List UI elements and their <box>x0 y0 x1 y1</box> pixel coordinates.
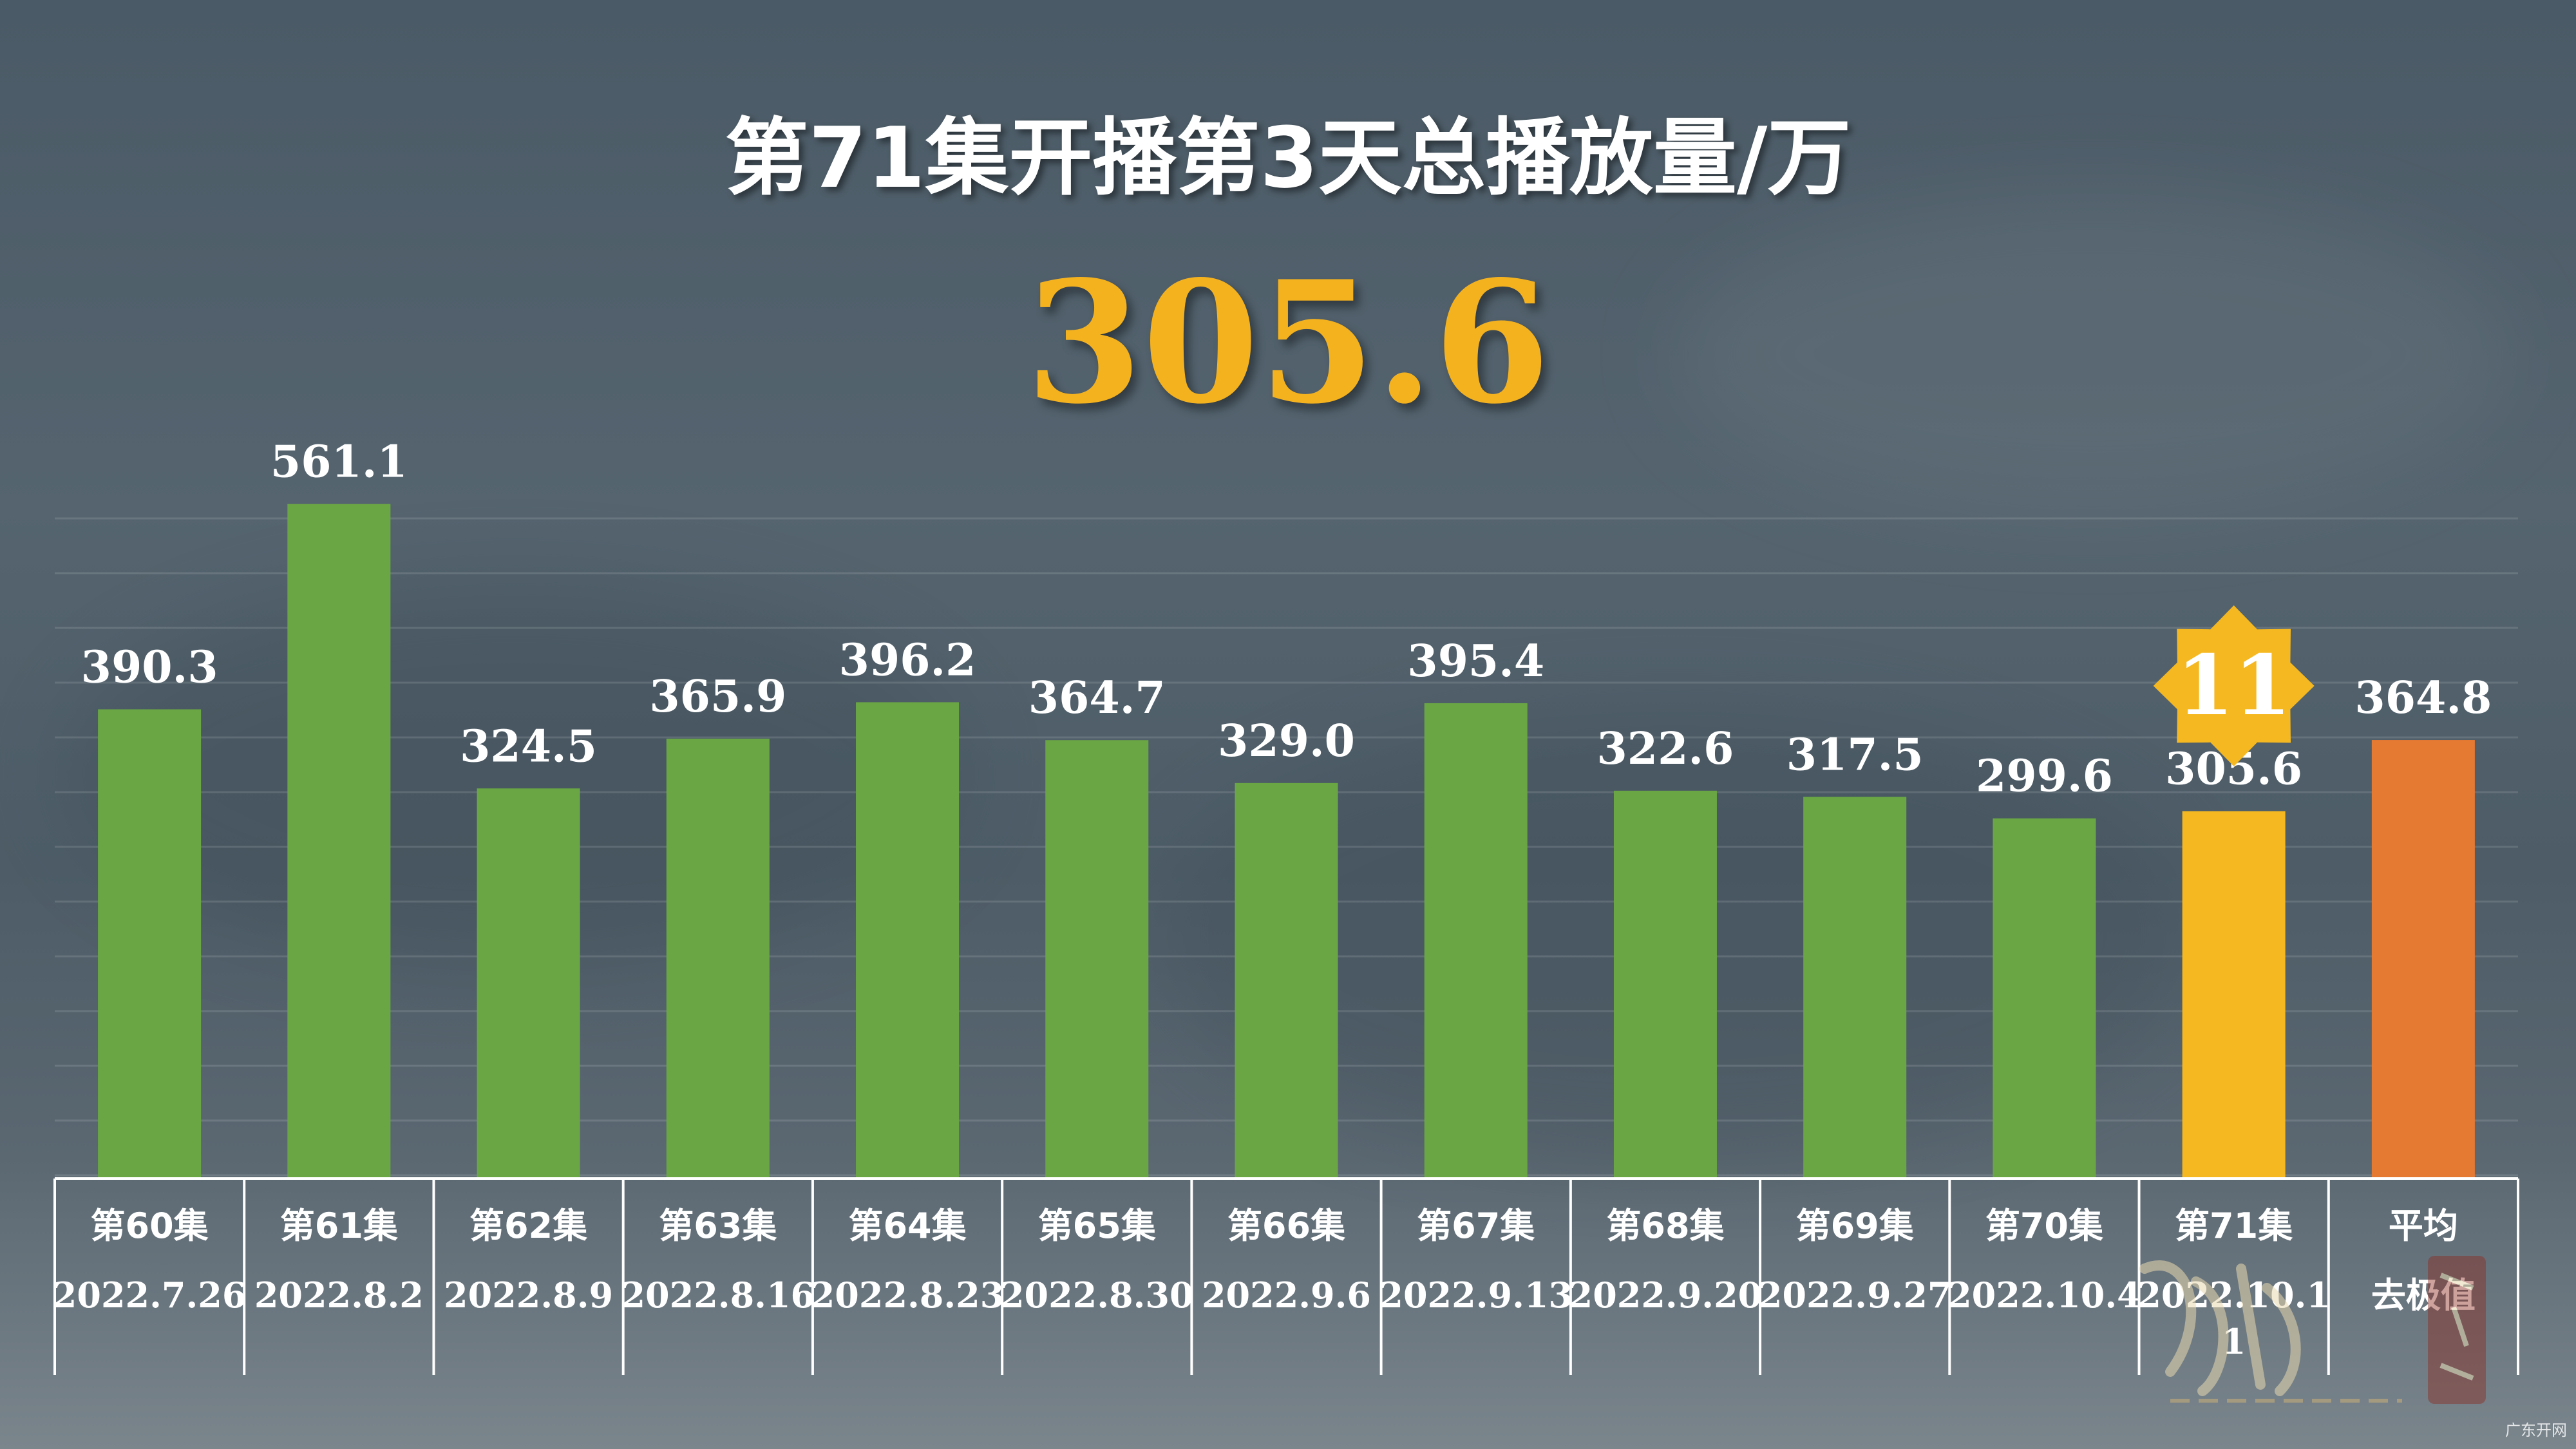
bar <box>2182 811 2286 1179</box>
date-label: 2022.8.30 <box>1000 1274 1194 1316</box>
bar-value-label: 317.5 <box>1786 729 1924 781</box>
bar-value-label: 322.6 <box>1596 723 1734 775</box>
date-label: 2022.10.1 <box>2137 1274 2331 1316</box>
category-table: 第60集 2022.7.26 第61集 2022.8.2 第62集 2022.8.9 第63… <box>53 1177 2519 1375</box>
date-label: 2022.9.13 <box>1379 1274 1573 1316</box>
bar <box>477 788 580 1179</box>
date-label: 2022.8.2 <box>254 1274 424 1316</box>
bar <box>1424 703 1528 1179</box>
category-label: 第62集 <box>469 1206 587 1246</box>
category-label: 第69集 <box>1796 1206 1914 1246</box>
category-label: 第65集 <box>1038 1206 1156 1246</box>
category-label: 第68集 <box>1606 1206 1724 1246</box>
bar-value-label: 365.9 <box>649 671 786 723</box>
bar <box>1613 790 1717 1179</box>
category-label: 第64集 <box>848 1206 966 1246</box>
category-label: 第63集 <box>659 1206 777 1246</box>
category-label: 第66集 <box>1227 1206 1345 1246</box>
bar-value-label: 561.1 <box>270 437 408 488</box>
watermark-logo <box>2132 1243 2492 1417</box>
bar <box>1993 818 2096 1179</box>
bar-value-label: 329.0 <box>1218 715 1355 767</box>
category-label: 第67集 <box>1417 1206 1535 1246</box>
bar <box>666 738 770 1179</box>
bars <box>98 504 2475 1179</box>
category-label: 第70集 <box>1985 1206 2103 1246</box>
corner-watermark: 广东开网 <box>2505 1421 2567 1439</box>
date-label: 2022.9.27 <box>1758 1274 1952 1316</box>
bar-value-label: 364.8 <box>2354 672 2492 724</box>
bar <box>1045 740 1149 1179</box>
date-label: 2022.9.6 <box>1202 1274 1371 1316</box>
date-label: 2022.8.23 <box>811 1274 1005 1316</box>
bar <box>1235 782 1338 1179</box>
bar <box>98 709 202 1179</box>
date-label: 2022.8.16 <box>621 1274 815 1316</box>
rank-badge: 11 <box>2153 605 2315 766</box>
date-label: 2022.8.9 <box>444 1274 613 1316</box>
bar <box>856 702 960 1179</box>
rank-star <box>2153 605 2315 766</box>
chart-title: 第71集开播第3天总播放量/万 <box>724 109 1852 207</box>
category-label: 第61集 <box>280 1206 398 1246</box>
date-label: 2022.10.4 <box>1947 1274 2141 1316</box>
bar <box>1803 797 1907 1179</box>
category-label: 第71集 <box>2175 1206 2293 1246</box>
bar-value-label: 390.3 <box>81 641 218 693</box>
date-label: 2022.9.20 <box>1569 1274 1763 1316</box>
bar-value-label: 324.5 <box>460 721 597 772</box>
category-label: 第60集 <box>91 1206 209 1246</box>
highlight-value: 305.6 <box>1025 245 1551 441</box>
bar-value-label: 395.4 <box>1407 636 1544 687</box>
bar-value-label: 299.6 <box>1976 751 2113 802</box>
rank-number: 11 <box>2177 638 2291 734</box>
category-label: 平均 <box>2389 1206 2458 1246</box>
bar <box>2371 740 2475 1179</box>
date-label: 2022.7.26 <box>53 1274 247 1316</box>
bar-value-label: 364.7 <box>1028 672 1166 724</box>
bar <box>287 504 391 1179</box>
value-labels: 390.3 561.1 324.5 365.9 396.2 364.7 329.0 395.4… <box>81 437 2492 802</box>
bar-value-label: 396.2 <box>839 634 976 686</box>
